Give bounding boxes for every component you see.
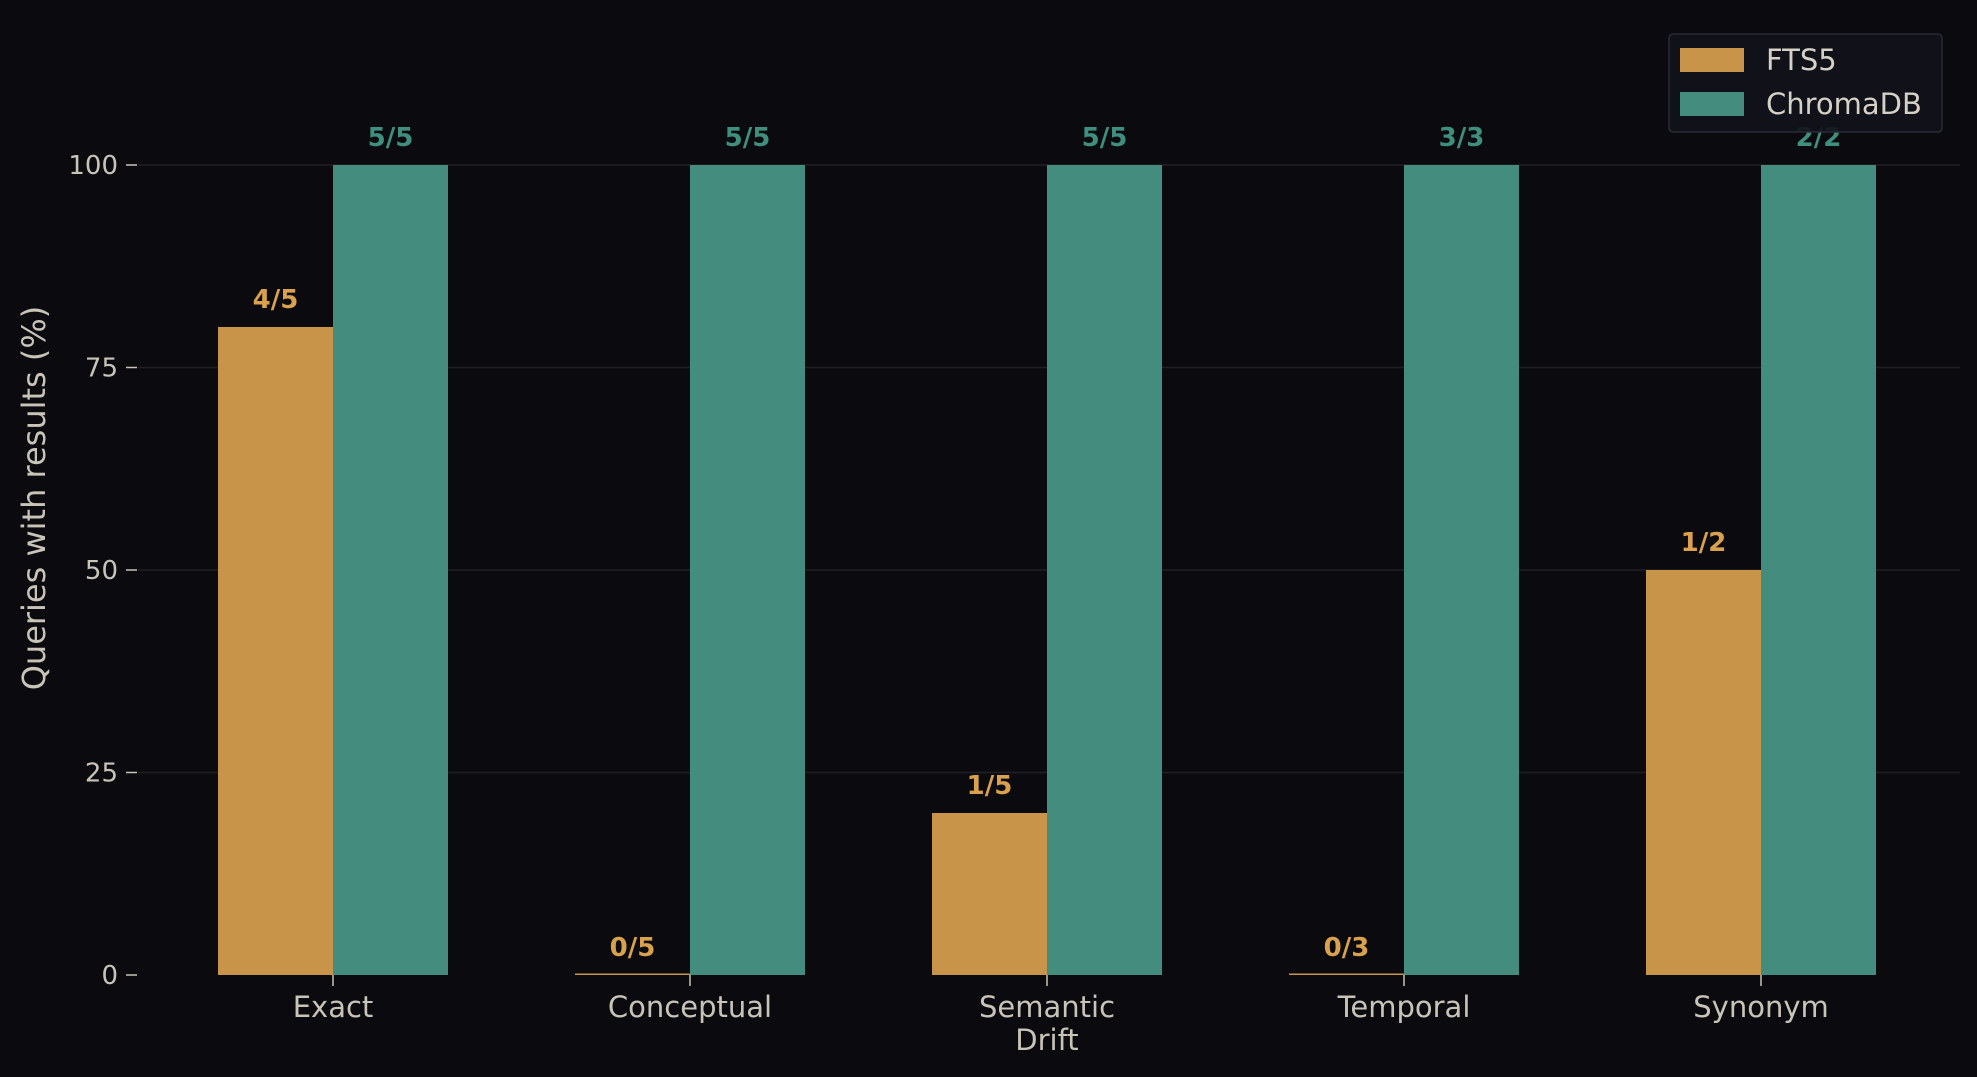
bar-chromadb [1047,165,1162,975]
bar-fts5 [1646,570,1761,975]
data-label-fts5: 0/3 [1324,933,1370,963]
bar-chromadb [1761,165,1876,975]
bar-fts5 [932,813,1047,975]
data-label-chromadb: 5/5 [725,123,771,153]
data-label-fts5: 4/5 [253,285,299,315]
data-label-fts5: 1/2 [1681,528,1727,558]
x-tick-label: Exact [293,990,374,1024]
data-labels: 4/55/50/55/51/55/50/33/31/22/2 [253,123,1842,963]
x-tick-label: Semantic Drift [979,990,1115,1057]
x-tick-label: Synonym [1693,990,1828,1024]
y-axis: 0 25 50 75 100 [68,151,137,991]
bar-fts5 [1289,973,1404,975]
data-label-fts5: 1/5 [967,771,1013,801]
data-label-fts5: 0/5 [610,933,656,963]
y-tick-label: 25 [85,759,118,789]
y-tick-label: 50 [85,556,118,586]
y-tick-label: 75 [85,354,118,384]
y-axis-title: Queries with results (%) [15,306,53,691]
bar-fts5 [218,327,333,975]
y-tick-label: 0 [101,961,118,991]
data-label-chromadb: 5/5 [368,123,414,153]
legend-label-fts5: FTS5 [1766,43,1837,77]
legend-swatch-chromadb [1680,92,1744,116]
bar-chromadb [1404,165,1519,975]
y-tick-label: 100 [68,151,118,181]
bar-fts5 [575,973,690,975]
bar-chromadb [333,165,448,975]
legend-swatch-fts5 [1680,48,1744,72]
data-label-chromadb: 5/5 [1082,123,1128,153]
bars [218,165,1876,975]
bar-chromadb [690,165,805,975]
data-label-chromadb: 3/3 [1439,123,1485,153]
legend: FTS5 ChromaDB [1668,33,1943,133]
x-axis-labels: Exact Conceptual Semantic Drift Temporal Syno… [293,975,1829,1057]
legend-label-chromadb: ChromaDB [1766,87,1922,121]
x-tick-label: Conceptual [608,990,772,1024]
x-tick-label: Temporal [1337,990,1471,1024]
